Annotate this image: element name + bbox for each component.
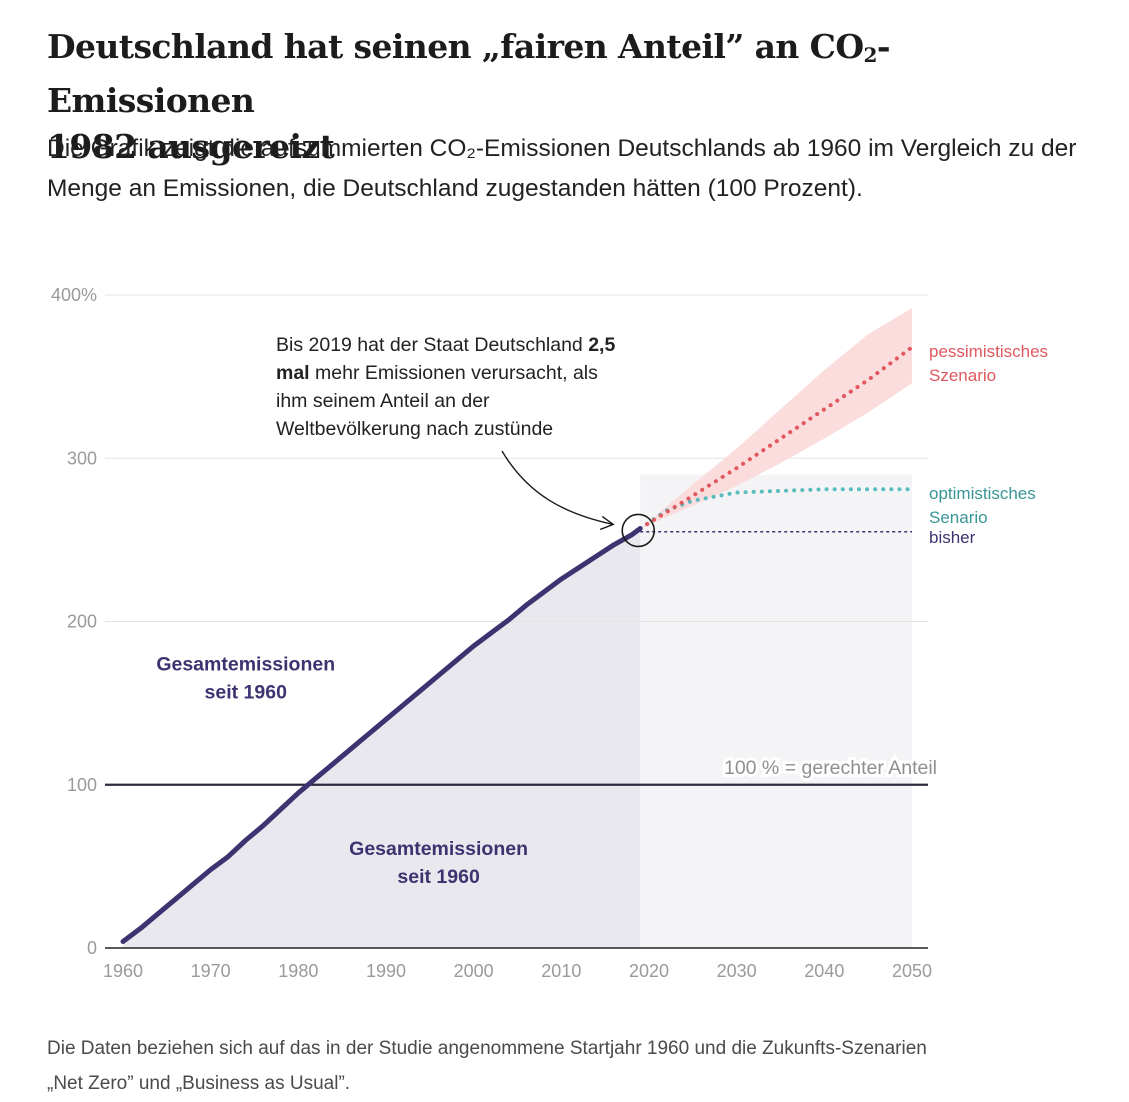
x-tick-label: 2050: [892, 961, 932, 981]
y-tick-label: 200: [67, 612, 97, 632]
y-tick-label: 400%: [51, 285, 97, 305]
reference-lines: 100 % = gerechter Anteil: [105, 754, 940, 786]
x-tick-label: 2020: [629, 961, 669, 981]
footnote: Die Daten beziehen sich auf das in der S…: [47, 1038, 927, 1094]
annotation-arrowhead: [599, 515, 615, 531]
x-tick-label: 1960: [103, 961, 143, 981]
y-axis: 0 100 200 300 400%: [51, 285, 97, 958]
x-tick-label: 2000: [454, 961, 494, 981]
pessimistic-label-line2: Szenario: [929, 366, 996, 385]
annotation-line2-normal: mehr Emissionen verursacht, als: [310, 362, 599, 384]
annotation-line1-normal: Bis 2019 hat der Staat Deutschland: [276, 334, 588, 356]
x-tick-label: 1970: [191, 961, 231, 981]
annotation-line1-bold: 2,5: [588, 334, 615, 356]
historic-line: [120, 525, 643, 944]
area-label-1: Gesamtemissionen seit 1960: [156, 653, 335, 703]
chart-areas: [123, 474, 912, 948]
x-tick-label: 1990: [366, 961, 406, 981]
pessimistic-label: pessimistisches Szenario: [929, 342, 1048, 385]
future-area: [640, 474, 912, 948]
optimistic-line: [638, 487, 914, 531]
y-tick-label: 0: [87, 938, 97, 958]
area-label-line2: seit 1960: [397, 866, 480, 888]
annotation: Bis 2019 hat der Staat Deutschland 2,5 ma…: [276, 334, 656, 548]
series-lines: [120, 345, 914, 944]
x-tick-label: 2040: [804, 961, 844, 981]
optimistic-label-line1: optimistisches: [929, 484, 1036, 503]
annotation-line4: Weltbevölkerung nach zustünde: [276, 418, 553, 440]
y-tick-label: 100: [67, 775, 97, 795]
fair-share-label: 100 % = gerechter Anteil: [724, 757, 937, 779]
annotation-line2: mal mehr Emissionen verursacht, als: [276, 362, 598, 384]
optimistic-label-line2: Senario: [929, 508, 988, 527]
highlight-circle: [621, 513, 656, 548]
x-tick-label: 1980: [278, 961, 318, 981]
chart-subtitle: Die Grafik zeigt die aufsummierten CO₂-E…: [47, 135, 1077, 202]
y-tick-label: 300: [67, 448, 97, 468]
annotation-arrow: [501, 450, 614, 526]
area-label-2: Gesamtemissionen seit 1960: [349, 838, 528, 888]
chart-labels: Gesamtemissionen seit 1960Gesamtemissione…: [156, 342, 1048, 888]
pessimistic-label-line1: pessimistisches: [929, 342, 1048, 361]
optimistic-label: optimistisches Senario: [929, 484, 1036, 527]
annotation-line3: ihm seinem Anteil an der: [276, 390, 490, 412]
annotation-line1: Bis 2019 hat der Staat Deutschland 2,5: [276, 334, 615, 356]
bisher-label: bisher: [929, 528, 976, 547]
x-tick-label: 2010: [541, 961, 581, 981]
pessimistic-band: [640, 308, 912, 529]
x-axis: 1960 1970 1980 1990 2000 2010 2020 2030 2040 2050: [103, 947, 932, 981]
gridlines: [105, 294, 928, 622]
pessimistic-band-area: [640, 308, 912, 529]
annotation-line2-bold: mal: [276, 362, 310, 384]
x-tick-label: 2030: [717, 961, 757, 981]
area-label-line2: seit 1960: [205, 681, 288, 703]
area-label-line1: Gesamtemissionen: [349, 838, 528, 860]
chart-title: Deutschland hat seinen „fairen Anteil” a…: [47, 27, 891, 166]
area-label-line1: Gesamtemissionen: [156, 653, 335, 675]
historic-area: [123, 528, 641, 948]
title-subscript: 2: [863, 43, 878, 67]
